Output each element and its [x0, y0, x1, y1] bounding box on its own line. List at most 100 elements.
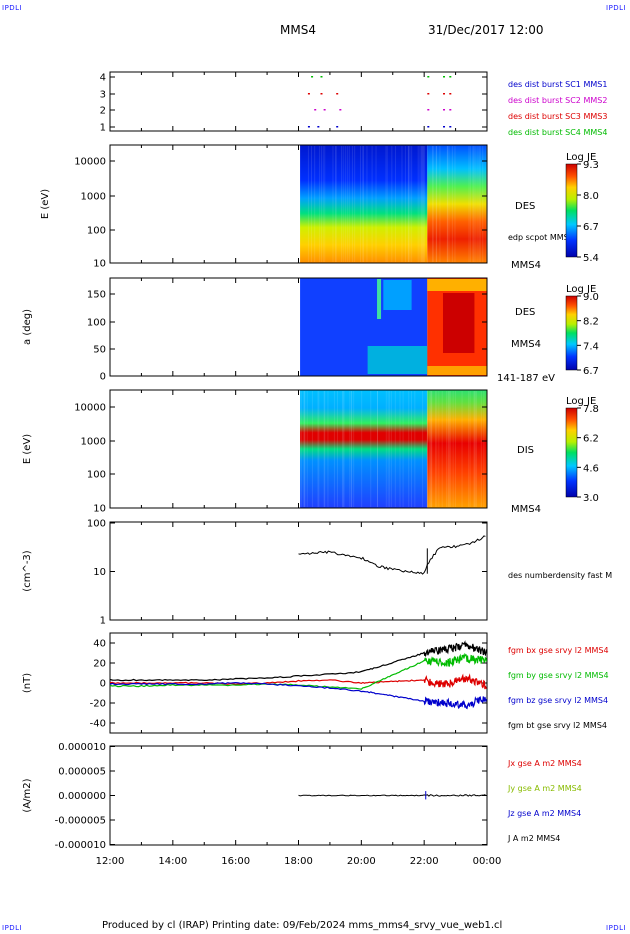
- y-tick-label: 2: [100, 106, 106, 117]
- y-tick-label: 0.000005: [58, 767, 106, 778]
- x-tick-label: 18:00: [284, 856, 313, 867]
- x-tick-label: 00:00: [473, 856, 502, 867]
- burst-marker: [449, 109, 451, 111]
- y-axis-label: E (eV): [22, 434, 33, 464]
- bfield-line-2: [110, 683, 487, 709]
- y-tick-label: 100: [87, 226, 106, 237]
- colorbar-tick-label: 6.7: [583, 222, 599, 233]
- burst-marker: [427, 76, 429, 78]
- y-tick-label: 10000: [74, 403, 106, 414]
- density-line: [299, 536, 486, 574]
- colorbar-tick-label: 6.2: [583, 434, 599, 445]
- pa-edge-top: [427, 279, 486, 291]
- y-tick-label: 100: [87, 519, 106, 530]
- pa-edge-bottom: [427, 366, 486, 375]
- colorbar: [566, 408, 577, 497]
- y-tick-label: 0.000000: [58, 791, 106, 802]
- y-axis-label: a (deg): [22, 309, 33, 345]
- bfield-line-0: [110, 676, 487, 690]
- colorbar-tick-label: 8.2: [583, 317, 599, 328]
- x-tick-label: 22:00: [410, 856, 439, 867]
- y-tick-label: -20: [90, 699, 106, 710]
- y-tick-label: 20: [93, 659, 106, 670]
- x-tick-label: 16:00: [221, 856, 250, 867]
- panel-label-density: des numberdensity fast M: [508, 571, 612, 580]
- y-tick-label: 4: [100, 73, 106, 84]
- y-axis-label: (nT): [22, 673, 33, 693]
- burst-marker: [308, 93, 310, 95]
- x-tick-label: 20:00: [347, 856, 376, 867]
- current-legend-label: Jy gse A m2 MMS4: [507, 784, 582, 793]
- burst-marker: [449, 76, 451, 78]
- burst-marker: [449, 126, 451, 128]
- burst-marker: [443, 126, 445, 128]
- y-tick-label: 10: [93, 504, 106, 515]
- y-tick-label: 50: [93, 345, 106, 356]
- colorbar-tick-label: 4.6: [583, 463, 599, 474]
- burst-marker: [320, 93, 322, 95]
- burst-marker: [311, 76, 313, 78]
- y-tick-label: 0.000010: [58, 742, 106, 753]
- colorbar: [566, 296, 577, 370]
- y-tick-label: 1000: [81, 192, 106, 203]
- burst-marker: [427, 109, 429, 111]
- bfield-legend-label: fgm by gse srvy l2 MMS4: [508, 671, 609, 680]
- panel-label-mms4: MMS4: [511, 260, 541, 271]
- burst-marker: [324, 109, 326, 111]
- colorbar-tick-label: 3.0: [583, 493, 599, 504]
- colorbar-tick-label: 7.8: [583, 404, 599, 415]
- y-tick-label: 10: [93, 259, 106, 270]
- y-tick-label: 1: [100, 616, 106, 627]
- bfield-legend-label: fgm bt gse srvy l2 MMS4: [508, 721, 607, 730]
- y-tick-label: 0: [100, 679, 106, 690]
- current-line: [299, 795, 486, 797]
- current-legend-label: J A m2 MMS4: [507, 834, 560, 843]
- y-tick-label: 100: [87, 470, 106, 481]
- burst-marker: [314, 109, 316, 111]
- burst-marker: [443, 109, 445, 111]
- current-legend-label: Jx gse A m2 MMS4: [507, 759, 582, 768]
- panel-label-mms4: MMS4: [511, 339, 541, 350]
- y-tick-label: 3: [100, 90, 106, 101]
- burst-marker: [449, 93, 451, 95]
- burst-marker: [443, 76, 445, 78]
- y-tick-label: 10000: [74, 157, 106, 168]
- burst-legend-label: des dist burst SC1 MMS1: [508, 80, 607, 89]
- y-tick-label: 1000: [81, 437, 106, 448]
- colorbar-tick-label: 9.3: [583, 160, 599, 171]
- pa-band-lower: [368, 346, 428, 374]
- spectrogram-right: [427, 391, 486, 508]
- burst-marker: [308, 126, 310, 128]
- y-tick-label: -40: [90, 719, 106, 730]
- y-axis-label: (cm^-3): [22, 550, 33, 591]
- panel-label-mms4: MMS4: [511, 504, 541, 515]
- pa-streak: [377, 279, 381, 319]
- y-tick-label: 1: [100, 123, 106, 134]
- y-tick-label: 0: [100, 372, 106, 383]
- burst-legend-label: des dist burst SC4 MMS4: [508, 128, 607, 137]
- panel-label-scpot: edp scpot MMS4: [508, 233, 574, 242]
- y-tick-label: 100: [87, 318, 106, 329]
- burst-marker: [443, 93, 445, 95]
- burst-marker: [336, 93, 338, 95]
- burst-marker: [317, 126, 319, 128]
- panel-label-des: DES: [515, 307, 535, 318]
- y-tick-label: 40: [93, 639, 106, 650]
- y-tick-label: -0.000005: [55, 816, 106, 827]
- bfield-legend-label: fgm bz gse srvy l2 MMS4: [508, 696, 608, 705]
- panel-label-energy: 141-187 eV: [497, 373, 555, 384]
- burst-marker: [320, 76, 322, 78]
- y-tick-label: -0.000010: [55, 840, 106, 851]
- x-tick-label: 14:00: [158, 856, 187, 867]
- panel-frame-burst: [110, 72, 487, 131]
- colorbar-tick-label: 9.0: [583, 292, 599, 303]
- burst-marker: [336, 126, 338, 128]
- pa-band-upper: [383, 280, 411, 310]
- y-tick-label: 150: [87, 290, 106, 301]
- burst-marker: [339, 109, 341, 111]
- colorbar-tick-label: 5.4: [583, 253, 599, 264]
- colorbar-tick-label: 7.4: [583, 341, 599, 352]
- panel-label-des: DES: [515, 201, 535, 212]
- y-tick-label: 10: [93, 567, 106, 578]
- x-tick-label: 12:00: [96, 856, 125, 867]
